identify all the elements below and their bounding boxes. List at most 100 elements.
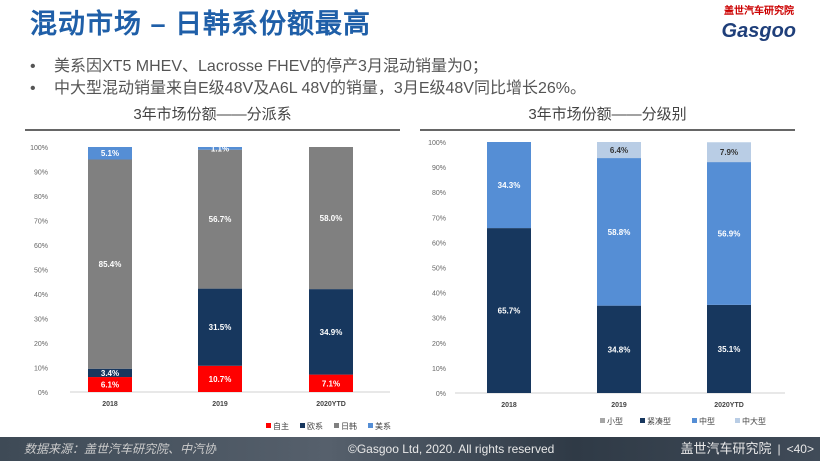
y-tick-label: 90% (34, 170, 48, 177)
bar-segment (707, 142, 751, 163)
right-chart-title: 3年市场份额——分级别 (528, 106, 687, 123)
data-label: 7.9% (720, 148, 738, 157)
footer-separator: | (777, 442, 781, 456)
bar-segment (707, 304, 751, 393)
data-label: 10.7% (209, 375, 232, 384)
divider (420, 129, 795, 131)
left-chart-title: 3年市场份额——分派系 (133, 106, 292, 123)
y-tick-label: 70% (34, 219, 48, 226)
data-label: 1.1% (211, 144, 229, 153)
data-label: 65.7% (498, 307, 521, 316)
y-tick-label: 100% (30, 145, 48, 152)
legend-label: 美系 (375, 421, 391, 431)
y-tick-label: 100% (428, 140, 446, 147)
y-tick-label: 80% (432, 190, 446, 197)
bar-segment (309, 147, 353, 290)
data-label: 34.3% (498, 181, 521, 190)
y-tick-label: 40% (34, 292, 48, 299)
bar-segment (88, 377, 132, 392)
legend-swatch (300, 423, 305, 428)
legend-label: 欧系 (307, 421, 323, 431)
bar-segment (487, 142, 531, 229)
y-tick-label: 40% (432, 291, 446, 298)
y-tick-label: 60% (432, 240, 446, 247)
bar-segment (707, 162, 751, 305)
legend-swatch (368, 423, 373, 428)
x-tick-label: 2018 (501, 402, 517, 409)
x-tick-label: 2019 (212, 401, 228, 408)
bullet-list: 美系因XT5 MHEV、Lacrosse FHEV的停产3月混动销量为0； 中大… (30, 56, 586, 100)
divider (25, 129, 400, 131)
footer: 数据来源：盖世汽车研究院、中汽协 ©Gasgoo Ltd, 2020. All … (0, 437, 820, 461)
legend-label: 自主 (273, 421, 289, 431)
data-label: 35.1% (718, 345, 741, 354)
bar-segment (597, 142, 641, 159)
page-title: 混动市场 – 日韩系份额最高 (30, 9, 372, 39)
legend-swatch (266, 423, 271, 428)
y-tick-label: 0% (38, 390, 48, 397)
logo-en-text: Gasgoo (721, 20, 796, 42)
data-label: 6.1% (101, 381, 119, 390)
bar-segment (88, 368, 132, 378)
bar-segment (597, 305, 641, 393)
y-tick-label: 50% (432, 266, 446, 273)
y-tick-label: 50% (34, 268, 48, 275)
data-label: 58.0% (320, 214, 343, 223)
y-tick-label: 80% (34, 194, 48, 201)
data-label: 3.4% (101, 369, 119, 378)
legend-label: 日韩 (341, 421, 357, 431)
x-tick-label: 2019 (611, 402, 627, 409)
footer-source: 数据来源：盖世汽车研究院、中汽协 (24, 442, 217, 456)
bullet-item: 美系因XT5 MHEV、Lacrosse FHEV的停产3月混动销量为0； (30, 56, 586, 78)
data-label: 34.8% (608, 345, 631, 354)
data-label: 6.4% (610, 146, 628, 155)
legend-swatch (600, 418, 605, 423)
y-tick-label: 0% (436, 391, 446, 398)
bar-segment (309, 374, 353, 392)
data-label: 7.1% (322, 379, 340, 388)
footer-copyright: ©Gasgoo Ltd, 2020. All rights reserved (348, 442, 555, 456)
legend-label: 中型 (699, 416, 715, 426)
data-label: 85.4% (99, 260, 122, 269)
legend-label: 紧凑型 (647, 416, 671, 426)
y-tick-label: 10% (34, 366, 48, 373)
data-label: 5.1% (101, 149, 119, 158)
bar-segment (487, 228, 531, 393)
data-label: 56.9% (718, 229, 741, 238)
legend-swatch (334, 423, 339, 428)
x-tick-label: 2018 (102, 401, 118, 408)
legend-label: 中大型 (742, 416, 766, 426)
logo-cn-text: 盖世汽车研究院 (724, 6, 794, 17)
data-label: 58.8% (608, 228, 631, 237)
bar-segment (597, 158, 641, 306)
bar-segment (309, 289, 353, 375)
charts: 0% 10% 20% 30% 40% 50% 60% 70% 80% 90% 100% 6.1% 3.4… (30, 140, 785, 431)
legend-swatch (640, 418, 645, 423)
data-label: 31.5% (209, 323, 232, 332)
y-tick-label: 20% (432, 341, 446, 348)
footer-org: 盖世汽车研究院 (680, 441, 772, 456)
y-tick-label: 30% (432, 316, 446, 323)
legend-swatch (735, 418, 740, 423)
y-tick-label: 60% (34, 243, 48, 250)
legend-label: 小型 (607, 417, 623, 426)
bar-segment (198, 147, 242, 150)
data-label: 34.9% (320, 328, 343, 337)
page-number: <40> (786, 442, 814, 456)
gasgoo-logo: 盖世汽车研究院 Gasgoo (696, 6, 796, 46)
bullet-item: 中大型混动销量来自E级48V及A6L 48V的销量，3月E级48V同比增长26%… (30, 78, 586, 100)
y-tick-label: 70% (432, 215, 446, 222)
bar-segment (88, 147, 132, 160)
bar-segment (198, 365, 242, 392)
data-label: 56.7% (209, 215, 232, 224)
footer-right: 盖世汽车研究院 | <40> (680, 441, 814, 457)
bar-segment (198, 288, 242, 366)
bar-segment (88, 159, 132, 369)
legend-swatch (692, 418, 697, 423)
x-tick-label: 2020YTD (316, 401, 346, 408)
y-tick-label: 10% (432, 366, 446, 373)
bar-segment (198, 149, 242, 289)
x-tick-label: 2020YTD (714, 402, 744, 409)
y-tick-label: 20% (34, 341, 48, 348)
y-tick-label: 30% (34, 317, 48, 324)
